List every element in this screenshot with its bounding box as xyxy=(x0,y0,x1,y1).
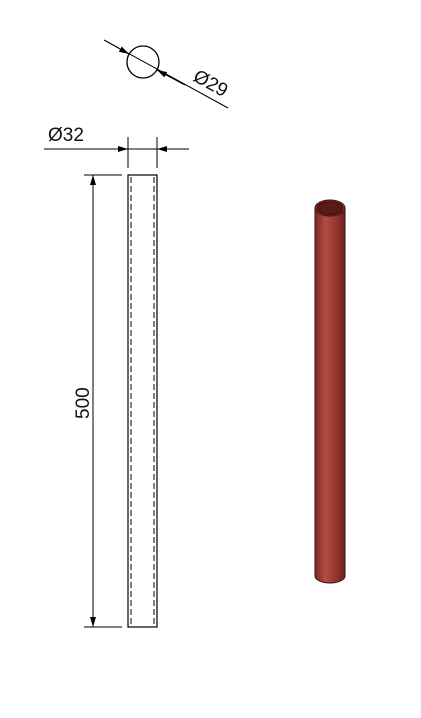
section-view: Ø29 xyxy=(103,39,232,109)
inner-diameter-label: Ø29 xyxy=(190,66,232,102)
pipe-outline xyxy=(127,174,158,628)
width-dimension: Ø32 xyxy=(44,125,189,168)
diameter-arrow-right xyxy=(156,69,186,86)
front-view xyxy=(127,174,158,628)
length-dimension: 500 xyxy=(73,174,122,628)
diameter-arrow-left xyxy=(105,40,130,55)
length-label: 500 xyxy=(73,387,94,419)
pipe-3d-body xyxy=(314,207,346,584)
outer-diameter-label: Ø32 xyxy=(48,125,84,146)
pipe-3d-bore xyxy=(316,201,344,215)
section-circle xyxy=(126,45,160,79)
pipe-3d-view xyxy=(314,199,346,584)
